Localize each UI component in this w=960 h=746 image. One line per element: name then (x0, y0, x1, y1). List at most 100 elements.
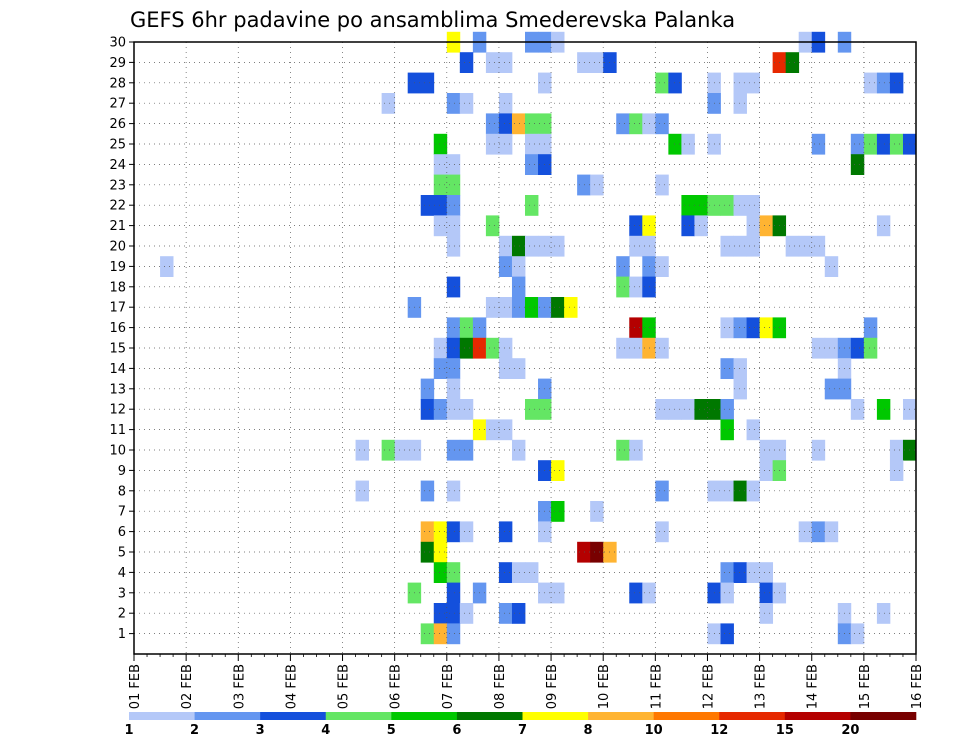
heatmap-cell (850, 399, 865, 420)
heatmap-cell (498, 337, 513, 359)
heatmap-cell (446, 154, 461, 175)
legend-swatch (850, 712, 917, 720)
heatmap-cell (720, 623, 734, 645)
heatmap-cell (629, 276, 643, 298)
heatmap-cell (498, 562, 513, 583)
heatmap-cell (525, 562, 539, 583)
heatmap-cell (459, 439, 474, 461)
heatmap-cell (433, 399, 448, 420)
heatmap-cell (616, 113, 630, 135)
heatmap-cell (420, 399, 435, 420)
heatmap-cell (876, 215, 891, 237)
heatmap-cell (889, 439, 904, 461)
heatmap-cell (355, 439, 369, 461)
heatmap-cell (433, 603, 448, 624)
heatmap-cell (577, 174, 591, 196)
heatmap-cell (720, 419, 734, 441)
heatmap-cell (811, 337, 826, 359)
heatmap-cell (446, 521, 461, 543)
heatmap-cell (681, 133, 695, 155)
heatmap-cell (459, 52, 474, 73)
heatmap-cell (433, 174, 448, 196)
heatmap-cell (876, 399, 891, 420)
heatmap-cell (811, 521, 826, 543)
y-tick-label: 15 (109, 342, 126, 357)
y-tick-label: 7 (118, 505, 126, 520)
heatmap-cell (420, 521, 435, 543)
heatmap-cell (446, 439, 461, 461)
y-tick-label: 9 (118, 464, 126, 479)
heatmap-cell (746, 419, 760, 441)
heatmap-cell (733, 235, 747, 257)
heatmap-cell (863, 133, 878, 155)
heatmap-cell (876, 133, 891, 155)
legend-label: 12 (710, 723, 728, 738)
heatmap-cell (433, 541, 448, 563)
heatmap-cell (433, 358, 448, 379)
y-tick-label: 29 (109, 56, 126, 71)
heatmap-cell (863, 72, 878, 94)
heatmap-cell (511, 603, 526, 624)
heatmap-cell (759, 603, 774, 624)
heatmap-cell (720, 317, 734, 339)
heatmap-cell (889, 72, 904, 94)
legend-swatch (653, 712, 720, 720)
x-tick-label: 13 FEB (754, 664, 769, 709)
heatmap-cell (616, 337, 630, 359)
heatmap-cell (511, 358, 526, 379)
legend-swatch (129, 712, 195, 720)
legend-label: 7 (518, 723, 527, 738)
legend-swatch (784, 712, 851, 720)
heatmap-cell (811, 439, 826, 461)
heatmap-cell (811, 133, 826, 155)
heatmap-cell (446, 378, 461, 400)
heatmap-cells (160, 31, 917, 645)
heatmap-cell (459, 337, 474, 359)
heatmap-cell (433, 215, 448, 237)
heatmap-cell (746, 562, 760, 583)
heatmap-cell (511, 235, 526, 257)
heatmap-cell (446, 215, 461, 237)
heatmap-cell (525, 195, 539, 216)
x-tick-label: 06 FEB (389, 664, 404, 709)
y-tick-label: 30 (109, 36, 126, 51)
heatmap-cell (498, 93, 513, 114)
legend-label: 10 (645, 723, 663, 738)
x-tick-label: 11 FEB (649, 664, 664, 709)
heatmap-cell (446, 623, 461, 645)
y-tick-label: 8 (118, 484, 126, 499)
heatmap-cell (433, 623, 448, 645)
heatmap-cell (420, 541, 435, 563)
heatmap-cell (459, 603, 474, 624)
color-legend: 1 2 3 4 5 6 7 8 10 12 15 20 (124, 712, 917, 738)
heatmap-cell (433, 521, 448, 543)
legend-swatch (456, 712, 523, 720)
heatmap-cell (629, 113, 643, 135)
heatmap-cell (498, 113, 513, 135)
heatmap-cell (681, 399, 695, 420)
heatmap-cell (746, 235, 760, 257)
heatmap-cell (759, 317, 774, 339)
heatmap-cell (720, 195, 734, 216)
heatmap-cell (498, 133, 513, 155)
heatmap-cell (759, 215, 774, 237)
heatmap-cell (655, 337, 669, 359)
y-axis: 1234567891011121314151617181920212223242… (109, 36, 134, 642)
heatmap-cell (759, 439, 774, 461)
legend-label: 1 (124, 723, 133, 738)
heatmap-cell (525, 133, 539, 155)
heatmap-cell (668, 133, 682, 155)
heatmap-cell (720, 582, 734, 604)
heatmap-cell (355, 480, 369, 502)
heatmap-cell (433, 133, 448, 155)
heatmap-cell (629, 582, 643, 604)
legend-label: 3 (256, 723, 265, 738)
heatmap-cell (616, 256, 630, 277)
heatmap-cell (498, 358, 513, 379)
heatmap-cell (525, 113, 539, 135)
heatmap-cell (850, 623, 865, 645)
heatmap-cell (551, 501, 565, 522)
heatmap-cell (498, 419, 513, 441)
heatmap-cell (889, 133, 904, 155)
